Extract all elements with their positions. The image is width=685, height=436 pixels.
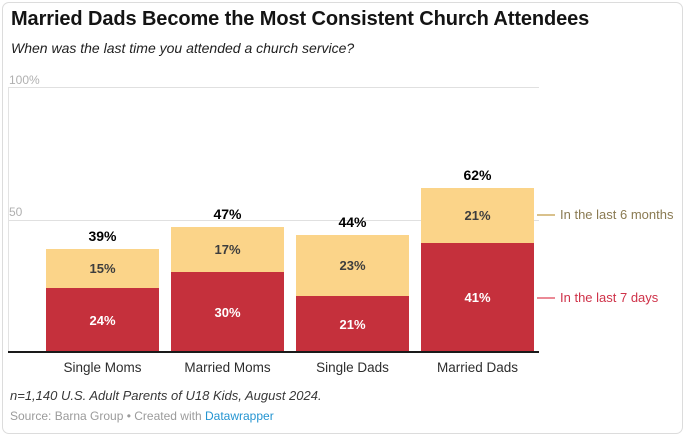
bar-segment-last-7-days: 41% <box>421 243 534 352</box>
legend-connector-days <box>537 296 555 299</box>
y-tick-100: 100% <box>9 73 40 87</box>
x-axis-category-label: Single Dads <box>316 360 389 375</box>
gridline-100 <box>8 87 539 88</box>
y-tick-50: 50 <box>9 205 23 219</box>
bar-segment-last-7-days: 21% <box>296 296 409 352</box>
bar-segment-last-6-months: 21% <box>421 187 534 244</box>
x-axis-category-label: Married Dads <box>436 360 519 375</box>
segment-value-label: 23% <box>339 258 366 274</box>
segment-value-label: 30% <box>214 304 241 320</box>
y-axis-line <box>8 87 9 352</box>
legend-label-last-7-days: In the last 7 days <box>560 289 659 305</box>
segment-value-label: 24% <box>89 312 116 328</box>
datawrapper-link[interactable]: Datawrapper <box>204 409 274 423</box>
legend-connector-months <box>537 214 555 217</box>
segment-value-label: 21% <box>339 316 366 332</box>
bar-segment-last-6-months: 17% <box>171 227 284 273</box>
footnote: n=1,140 U.S. Adult Parents of U18 Kids, … <box>10 388 322 403</box>
source-line: Source: Barna Group • Created with Dataw… <box>10 409 660 423</box>
bar-total-label: 39% <box>88 227 117 244</box>
segment-value-label: 17% <box>214 242 241 258</box>
bar-segment-last-6-months: 15% <box>46 248 159 289</box>
gridline-50 <box>8 220 539 221</box>
x-axis-baseline <box>8 351 539 353</box>
legend-label-last-6-months: In the last 6 months <box>560 207 674 223</box>
chart-title: Married Dads Become the Most Consistent … <box>11 8 590 30</box>
segment-value-label: 15% <box>89 260 116 276</box>
source-text: Source: Barna Group • Created with <box>10 409 202 423</box>
x-axis-category-label: Single Moms <box>63 360 142 375</box>
bar-segment-last-6-months: 23% <box>296 235 409 297</box>
segment-value-label: 41% <box>464 290 491 306</box>
bar-total-label: 47% <box>213 206 242 223</box>
x-axis-category-label: Married Moms <box>184 360 271 375</box>
segment-value-label: 21% <box>464 207 491 223</box>
bar-segment-last-7-days: 24% <box>46 288 159 352</box>
bar-segment-last-7-days: 30% <box>171 272 284 352</box>
bar-total-label: 62% <box>463 166 492 183</box>
chart-subtitle: When was the last time you attended a ch… <box>11 40 355 56</box>
bar-total-label: 44% <box>338 214 367 231</box>
